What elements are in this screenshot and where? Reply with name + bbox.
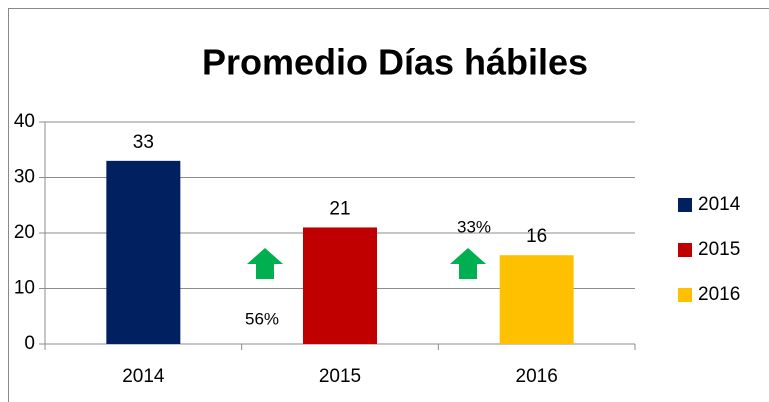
bar [303,227,377,344]
up-arrow [450,248,486,279]
y-tick-label: 20 [14,222,35,243]
data-label: 16 [526,226,547,247]
y-tick-label: 0 [24,333,35,354]
annotation: 33% [457,217,491,236]
y-tick-label: 10 [14,278,35,299]
annotation: 56% [245,309,279,328]
legend-swatch [678,288,692,302]
y-tick-label: 30 [14,167,35,188]
x-tick-label: 2015 [319,366,361,387]
legend-swatch [678,243,692,257]
data-label: 33 [133,132,154,153]
up-arrow [247,248,283,279]
legend-label: 2016 [698,284,740,305]
data-label: 21 [329,198,350,219]
chart-title: Promedio Días hábiles [202,42,588,83]
x-tick-label: 2014 [122,366,165,387]
bar [499,255,574,344]
legend-label: 2015 [698,239,740,260]
legend-swatch [678,198,692,212]
bar [106,160,181,344]
legend-label: 2014 [698,194,741,215]
y-tick-label: 40 [14,111,35,132]
x-tick-label: 2016 [516,366,558,387]
